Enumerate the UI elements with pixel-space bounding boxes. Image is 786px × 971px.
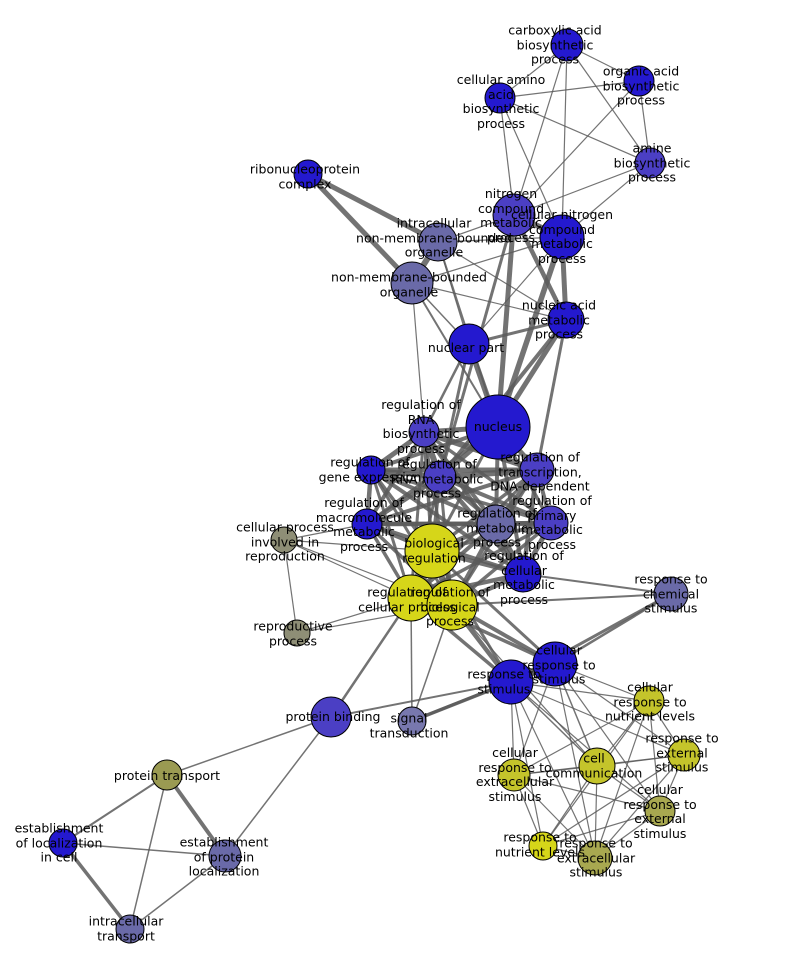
graph-node-nucleic-acid-metabolic-process[interactable]	[547, 301, 585, 339]
graph-edge	[62, 774, 168, 844]
graph-node-amine-biosynthetic-process[interactable]	[634, 147, 666, 179]
graph-edge	[566, 44, 651, 164]
graph-edge	[499, 97, 651, 164]
graph-edge	[129, 855, 226, 930]
graph-edge	[62, 842, 226, 857]
graph-edge	[513, 162, 651, 216]
graph-edge	[554, 592, 672, 666]
graph-edge	[438, 343, 471, 478]
graph-node-regulation-of-rna-metabolic-process[interactable]	[423, 460, 457, 494]
graph-edge	[329, 597, 413, 718]
graph-node-reproductive-process[interactable]	[283, 619, 311, 647]
graph-node-nucleus[interactable]	[465, 394, 531, 460]
graph-edge	[499, 97, 563, 238]
graph-node-intracellular-non-membrane-bounded-organelle[interactable]	[418, 222, 458, 262]
graph-edge	[306, 172, 414, 285]
graph-edge	[510, 681, 544, 847]
graph-node-regulation-of-metabolic-process[interactable]	[476, 504, 516, 544]
graph-edge	[166, 716, 332, 776]
graph-node-regulation-of-transcription-dna-dependent[interactable]	[519, 452, 555, 488]
graph-node-cellular-response-to-extracellular-stimulus[interactable]	[497, 758, 531, 792]
graph-node-carboxylic-acid-biosynthetic-process[interactable]	[550, 28, 584, 62]
graph-edge	[411, 282, 567, 321]
graph-node-cellular-response-to-nutrient-levels[interactable]	[633, 685, 665, 717]
graph-node-regulation-of-gene-expression[interactable]	[356, 455, 386, 485]
graph-edge	[411, 662, 556, 723]
graph-edge	[437, 241, 567, 321]
graph-edge	[306, 171, 440, 245]
edge-layer	[61, 44, 685, 931]
graph-edge	[224, 716, 332, 857]
graph-node-response-to-extracellular-stimulus[interactable]	[577, 840, 613, 876]
graph-edge	[554, 663, 661, 812]
graph-edge	[513, 80, 640, 216]
graph-edge	[129, 774, 168, 930]
graph-edge	[411, 236, 563, 284]
graph-node-protein-transport[interactable]	[151, 759, 183, 791]
graph-edge	[554, 663, 596, 859]
graph-edge	[411, 282, 425, 433]
graph-node-cellular-nitrogen-compound-metabolic-process[interactable]	[539, 214, 585, 260]
graph-edge	[510, 681, 661, 812]
graph-edge	[330, 681, 512, 718]
graph-node-biological-regulation[interactable]	[404, 523, 460, 579]
graph-node-regulation-of-cellular-process[interactable]	[387, 574, 435, 622]
graph-node-regulation-of-biological-process[interactable]	[426, 579, 478, 631]
graph-edge	[535, 319, 568, 471]
graph-node-ribonucleoprotein-complex[interactable]	[293, 159, 323, 189]
graph-node-cellular-amino-acid-biosynthetic-process[interactable]	[484, 82, 516, 114]
graph-edge	[61, 841, 132, 931]
graph-node-regulation-of-rna-biosynthetic-process[interactable]	[408, 416, 440, 448]
graph-edge	[513, 774, 661, 812]
graph-edge	[499, 80, 640, 99]
graph-edge	[283, 539, 298, 634]
graph-node-regulation-of-primary-metabolic-process[interactable]	[533, 505, 569, 541]
graph-edge	[561, 44, 568, 238]
graph-node-intracellular-transport[interactable]	[115, 914, 145, 944]
graph-edge	[513, 44, 568, 216]
graph-node-response-to-external-stimulus[interactable]	[667, 738, 701, 772]
graph-node-signal-transduction[interactable]	[397, 706, 427, 736]
graph-edge	[430, 549, 557, 666]
graph-edge	[495, 236, 565, 428]
graph-node-nitrogen-compound-metabolic-process[interactable]	[492, 193, 536, 237]
graph-node-regulation-of-macromolecule-metabolic-process[interactable]	[351, 508, 383, 540]
graph-edge	[554, 663, 685, 756]
graph-node-regulation-of-cellular-metabolic-process[interactable]	[504, 555, 542, 593]
node-layer	[48, 28, 701, 944]
graph-edge	[468, 236, 563, 345]
graph-edge	[370, 468, 552, 525]
graph-edge	[522, 573, 672, 595]
graph-node-nuclear-part[interactable]	[448, 323, 490, 365]
graph-edge	[366, 468, 538, 526]
graph-node-establishment-of-protein-localization[interactable]	[208, 839, 242, 873]
graph-edge	[451, 593, 672, 606]
graph-node-non-membrane-bounded-organelle[interactable]	[390, 261, 434, 305]
graph-node-cellular-process-involved-in-reproduction[interactable]	[270, 526, 298, 554]
graph-node-organic-acid-biosynthetic-process[interactable]	[623, 65, 655, 97]
graph-node-cell-communication[interactable]	[578, 747, 616, 785]
graph-edge	[370, 468, 497, 526]
graph-edge	[648, 700, 661, 812]
graph-edge	[513, 774, 596, 859]
graph-edge	[594, 700, 650, 859]
graph-edge	[495, 214, 517, 428]
graph-edge	[542, 754, 685, 847]
graph-node-protein-binding[interactable]	[310, 696, 352, 738]
graph-edge	[165, 773, 227, 858]
graph-edge	[542, 810, 661, 847]
graph-node-cellular-response-to-stimulus[interactable]	[532, 641, 578, 687]
graph-node-response-to-chemical-stimulus[interactable]	[653, 576, 689, 612]
graph-node-establishment-of-localization-in-cell[interactable]	[48, 828, 78, 858]
graph-node-response-to-nutrient-levels[interactable]	[528, 831, 558, 861]
graph-edge	[510, 681, 650, 702]
graph-node-cellular-response-to-external-stimulus[interactable]	[644, 795, 676, 827]
graph-edge	[513, 700, 650, 776]
graph-edge	[366, 521, 552, 526]
graph-node-response-to-stimulus[interactable]	[488, 659, 534, 705]
graph-edge	[510, 681, 685, 756]
